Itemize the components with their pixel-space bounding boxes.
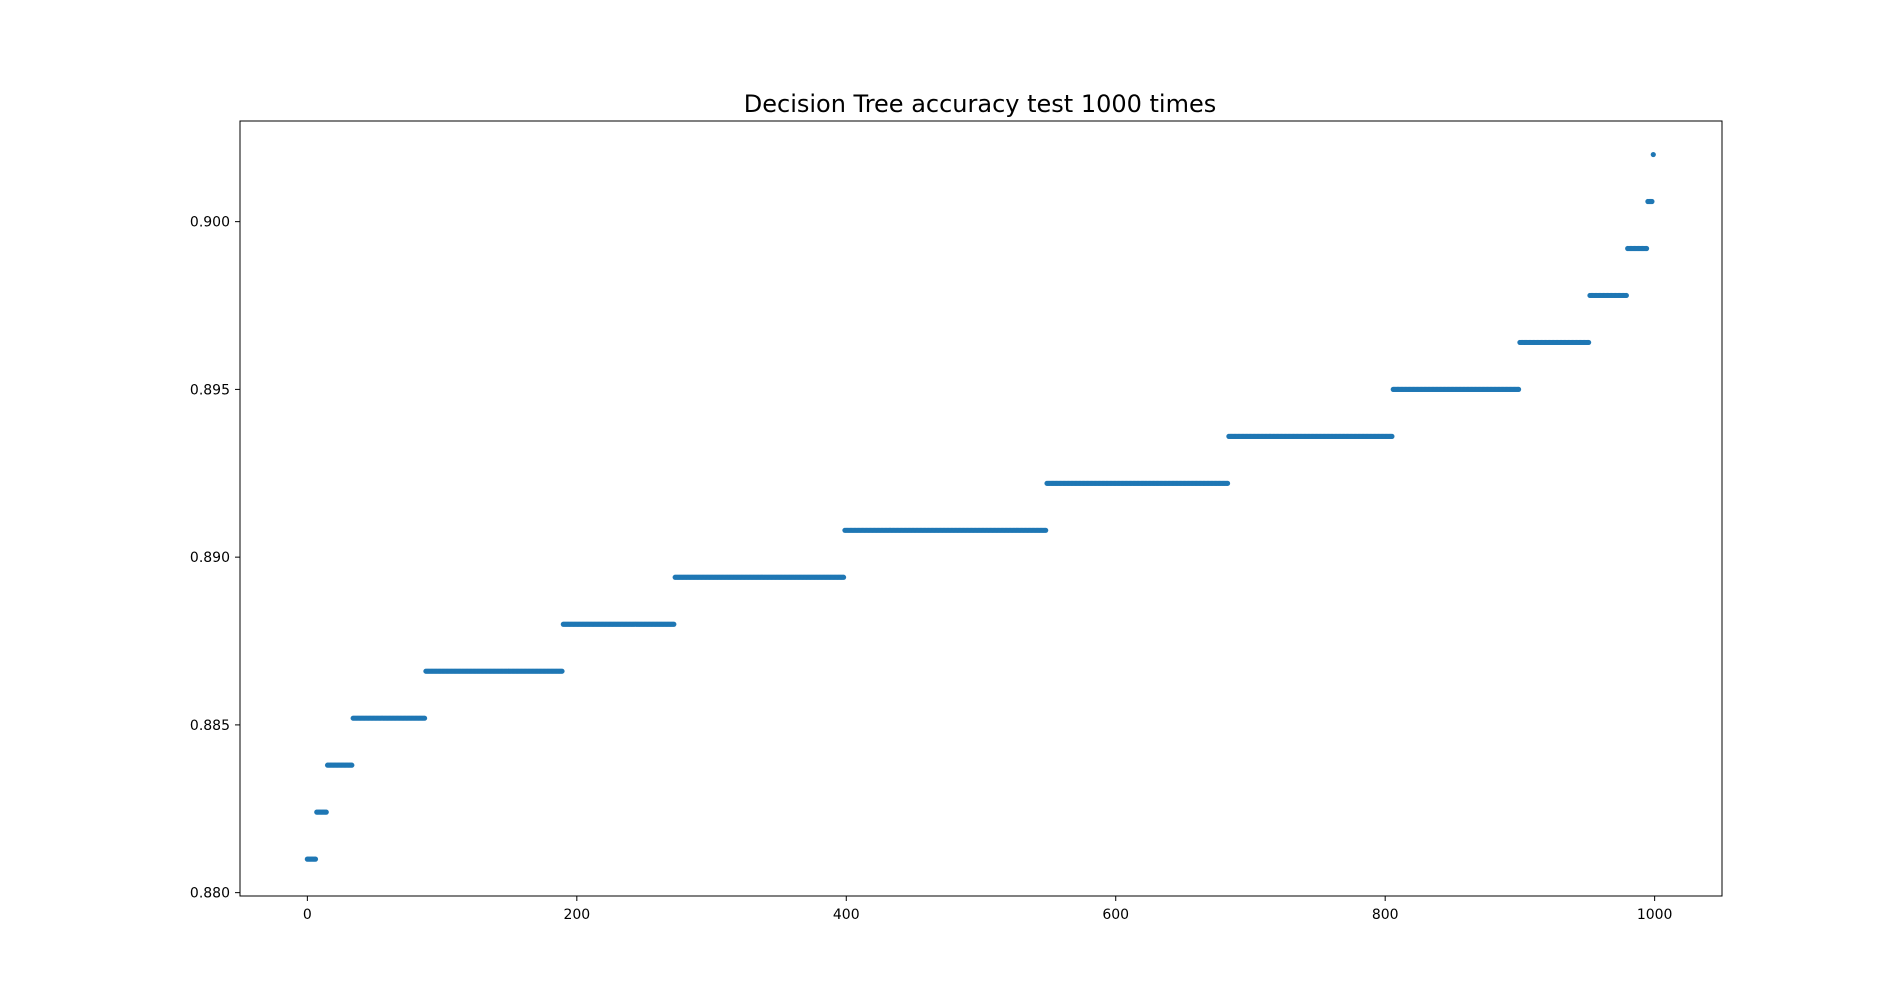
data-point [1650,151,1656,158]
data-run-9 [1226,433,1395,439]
data-point [1643,245,1650,252]
plot-frame [239,120,1723,897]
y-tick-label: 0.890 [190,550,230,566]
data-point [840,574,847,580]
data-run-6 [672,574,847,580]
data-run-10 [1390,386,1522,392]
data-point [1389,433,1395,439]
data-marks [304,151,1656,862]
data-run-5 [560,621,677,627]
data-run-12 [1587,292,1629,299]
data-point [1623,292,1629,299]
data-point [312,856,319,862]
data-point [1224,480,1231,486]
data-point [323,809,329,815]
y-tick-label: 0.880 [190,886,230,902]
data-run-14 [1645,198,1655,205]
data-run-3 [350,715,428,721]
data-point [1649,198,1655,205]
data-run-1 [314,809,329,815]
x-tick-label: 1000 [1637,907,1673,923]
y-tick-label: 0.885 [190,718,230,734]
x-tick-label: 0 [303,907,312,923]
data-run-13 [1625,245,1650,252]
data-point [349,762,355,768]
axes: 0 200 400 600 800 1000 0.880 0.885 0.890 0.895 0.9… [190,120,1723,923]
data-run-4 [423,668,565,674]
data-point [1043,527,1049,533]
data-run-15 [1650,151,1656,158]
data-run-11 [1517,339,1592,346]
data-point [421,715,428,721]
data-run-7 [842,527,1049,533]
x-tick-label: 600 [1102,907,1129,923]
data-point [1586,339,1592,346]
y-tick-label: 0.895 [190,382,230,398]
data-point [1515,386,1522,392]
data-point [671,621,677,627]
data-run-0 [304,856,319,862]
y-tick-label: 0.900 [190,215,230,231]
chart-title: Decision Tree accuracy test 1000 times [744,90,1217,118]
data-run-2 [324,762,355,768]
data-point [559,668,565,674]
x-tick-label: 400 [833,907,860,923]
x-tick-label: 200 [563,907,590,923]
data-run-8 [1044,480,1231,486]
x-tick-label: 800 [1372,907,1399,923]
